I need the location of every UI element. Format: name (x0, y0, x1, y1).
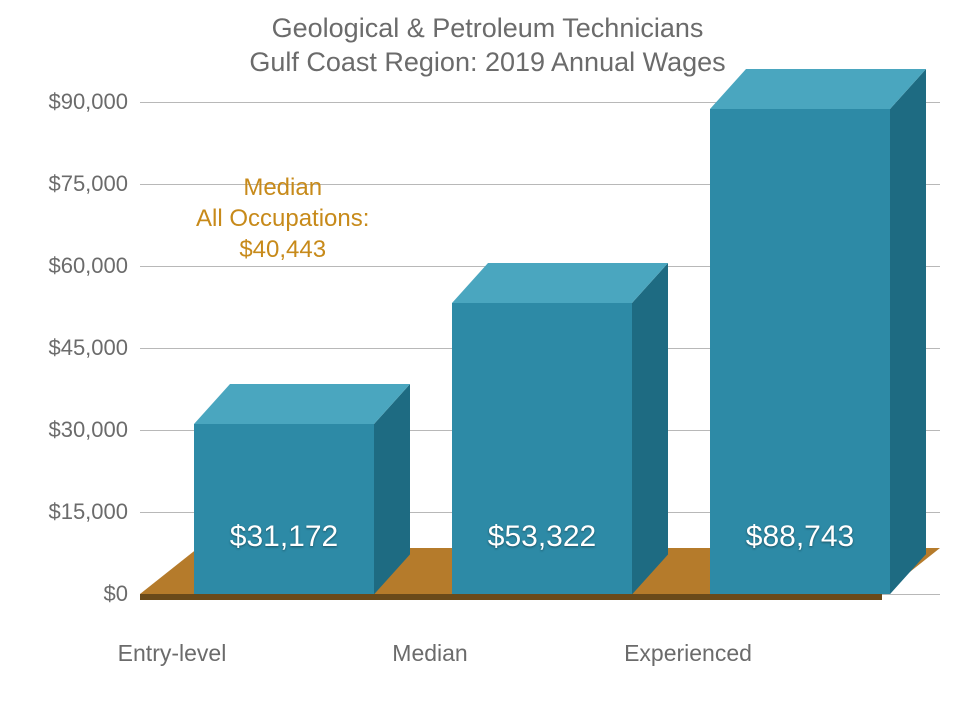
median-all-occupations-annotation: Median All Occupations: $40,443 (196, 172, 369, 266)
annotation-line1: Median (243, 174, 322, 201)
bar-value-label: $53,322 (452, 520, 632, 554)
x-axis-label: Experienced (573, 640, 803, 667)
y-tick-label: $0 (104, 581, 140, 607)
bar-svg (194, 384, 410, 594)
y-tick-label: $90,000 (48, 89, 140, 115)
chart-title-line2: Gulf Coast Region: 2019 Annual Wages (249, 47, 725, 77)
bar-value-label: $88,743 (710, 520, 890, 554)
annotation-line2: All Occupations: (196, 205, 369, 232)
x-axis-label: Median (315, 640, 545, 667)
bar-experienced: $88,743 (710, 69, 926, 594)
x-axis-label: Entry-level (57, 640, 287, 667)
y-tick-label: $45,000 (48, 335, 140, 361)
wages-bar-chart: Geological & Petroleum Technicians Gulf … (0, 0, 975, 705)
y-tick-label: $60,000 (48, 253, 140, 279)
bar-value-label: $31,172 (194, 520, 374, 554)
y-tick-label: $15,000 (48, 499, 140, 525)
bar-entry-level: $31,172 (194, 384, 410, 594)
annotation-line3: $40,443 (239, 236, 326, 263)
y-tick-label: $30,000 (48, 417, 140, 443)
bar-svg (710, 69, 926, 594)
y-tick-label: $75,000 (48, 171, 140, 197)
chart-title-line1: Geological & Petroleum Technicians (272, 13, 704, 43)
bar-median: $53,322 (452, 263, 668, 594)
